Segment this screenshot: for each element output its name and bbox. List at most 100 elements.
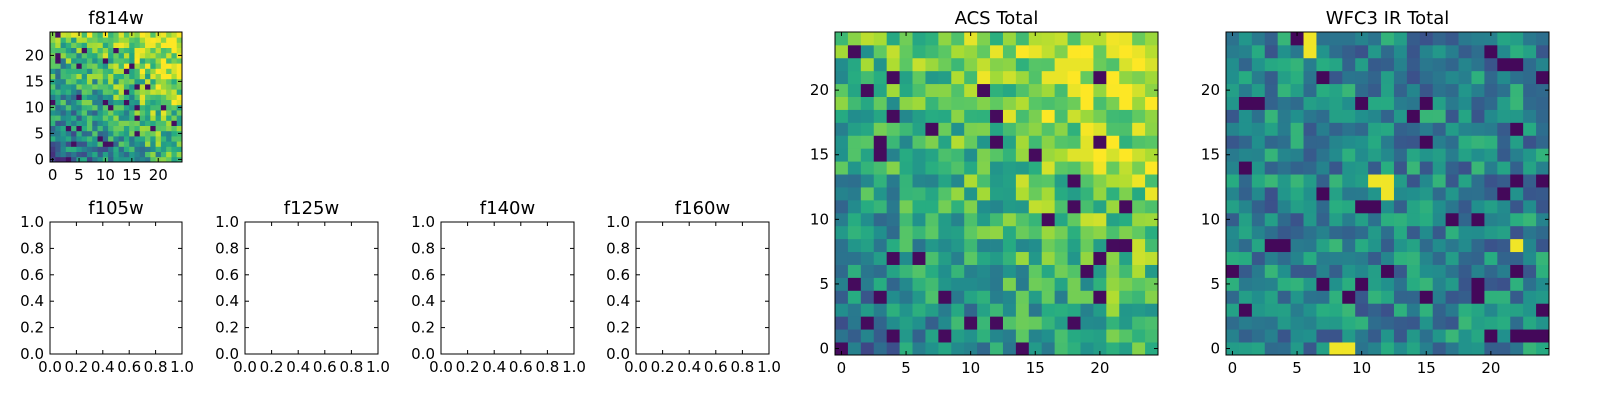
heatmap-cell xyxy=(60,99,67,106)
heatmap-cell xyxy=(113,73,120,80)
heatmap-cell xyxy=(1393,264,1408,278)
heatmap-cell xyxy=(1316,212,1330,227)
heatmap-cell xyxy=(1342,277,1356,291)
heatmap-cell xyxy=(1093,264,1107,278)
heatmap-cell xyxy=(1393,329,1408,343)
heatmap-cell xyxy=(860,316,875,330)
heatmap-cell xyxy=(1106,187,1120,201)
heatmap-cell xyxy=(1080,316,1094,330)
heatmap-cell xyxy=(150,146,156,152)
heatmap-cell xyxy=(1303,264,1317,278)
heatmap-cell xyxy=(134,146,141,152)
heatmap-cell xyxy=(1226,96,1240,110)
heatmap-cell xyxy=(155,151,162,158)
heatmap-cell xyxy=(102,99,109,106)
heatmap-cell xyxy=(1041,135,1056,149)
heatmap-cell xyxy=(1342,148,1356,162)
heatmap-cell xyxy=(938,148,952,162)
heatmap-cell xyxy=(113,37,120,43)
heatmap-cell xyxy=(55,141,61,147)
heatmap-cell xyxy=(81,141,88,147)
heatmap-cell xyxy=(50,63,56,69)
heatmap-cell xyxy=(951,290,965,304)
heatmap-cell xyxy=(951,148,965,162)
heatmap-cell xyxy=(1277,70,1291,85)
heatmap-cell xyxy=(176,99,183,106)
heatmap-cell xyxy=(1132,225,1146,240)
heatmap-cell xyxy=(1119,135,1133,149)
heatmap-cell xyxy=(1419,32,1434,46)
heatmap-cell xyxy=(160,94,167,100)
heatmap-cell xyxy=(1093,251,1107,265)
heatmap-cell xyxy=(1028,32,1043,46)
heatmap-cell xyxy=(1106,122,1120,136)
heatmap-cell xyxy=(65,78,72,85)
heatmap-cell xyxy=(990,187,1004,201)
heatmap-cell xyxy=(1028,225,1043,240)
heatmap-cell xyxy=(1106,303,1120,317)
heatmap-cell xyxy=(71,130,77,137)
heatmap-cell xyxy=(1303,342,1317,356)
heatmap-cell xyxy=(86,151,93,158)
heatmap-cell xyxy=(1510,122,1524,136)
heatmap-cell xyxy=(1419,342,1434,356)
heatmap-cell xyxy=(1067,135,1081,149)
heatmap-cell xyxy=(1471,70,1485,85)
heatmap-cell xyxy=(92,78,98,85)
heatmap-cell xyxy=(1106,161,1120,175)
heatmap-cell xyxy=(1381,57,1395,72)
heatmap-cell xyxy=(1015,122,1030,136)
heatmap-cell xyxy=(139,104,146,111)
heatmap-cell xyxy=(1497,225,1511,240)
heatmap-cell xyxy=(55,52,61,59)
heatmap-cell xyxy=(1445,83,1459,97)
heatmap-cell xyxy=(1054,44,1068,59)
heatmap-cell xyxy=(1093,83,1107,97)
heatmap-cell xyxy=(1145,212,1159,227)
heatmap-cell xyxy=(1132,70,1146,85)
heatmap-cell xyxy=(977,187,991,201)
heatmap-cell xyxy=(1445,277,1459,291)
heatmap-cell xyxy=(97,156,104,163)
heatmap-cell xyxy=(1471,290,1485,304)
heatmap-cell xyxy=(1523,148,1537,162)
heatmap-cell xyxy=(1145,70,1159,85)
heatmap-cell xyxy=(145,141,151,147)
y-tick-label: 0.0 xyxy=(606,345,630,363)
heatmap-cell xyxy=(847,290,862,304)
heatmap-cell xyxy=(1277,225,1291,240)
heatmap-cell xyxy=(1445,290,1459,304)
heatmap-cell xyxy=(92,89,98,95)
heatmap-cell xyxy=(1067,174,1081,188)
heatmap-cell xyxy=(990,44,1004,59)
x-tick-label: 0 xyxy=(837,359,847,377)
heatmap-cell xyxy=(1067,342,1081,356)
heatmap-cell xyxy=(1145,44,1159,59)
heatmap-cell xyxy=(1002,32,1017,46)
heatmap-cell xyxy=(1497,135,1511,149)
heatmap-cell xyxy=(50,58,56,64)
heatmap-cell xyxy=(1497,96,1511,110)
heatmap-cell xyxy=(1093,148,1107,162)
heatmap-cell xyxy=(886,329,900,343)
heatmap-cell xyxy=(912,238,926,253)
heatmap-cell xyxy=(1432,83,1447,97)
heatmap-cell xyxy=(938,96,952,110)
panel-title: ACS Total xyxy=(955,8,1039,29)
heatmap-cell xyxy=(1484,316,1498,330)
heatmap-cell xyxy=(1419,290,1434,304)
heatmap-cell xyxy=(1002,329,1017,343)
heatmap-cell xyxy=(76,73,83,80)
heatmap-cell xyxy=(113,104,120,111)
heatmap-cell xyxy=(1251,96,1266,110)
heatmap-cell xyxy=(1523,57,1537,72)
heatmap-cell xyxy=(81,37,88,43)
heatmap-cell xyxy=(886,57,900,72)
heatmap-cell xyxy=(60,89,67,95)
heatmap-cell xyxy=(65,146,72,152)
heatmap-cell xyxy=(81,115,88,121)
heatmap-cell xyxy=(160,156,167,163)
heatmap-cell xyxy=(951,303,965,317)
heatmap-cell xyxy=(847,342,862,356)
heatmap-cell xyxy=(1238,161,1253,175)
